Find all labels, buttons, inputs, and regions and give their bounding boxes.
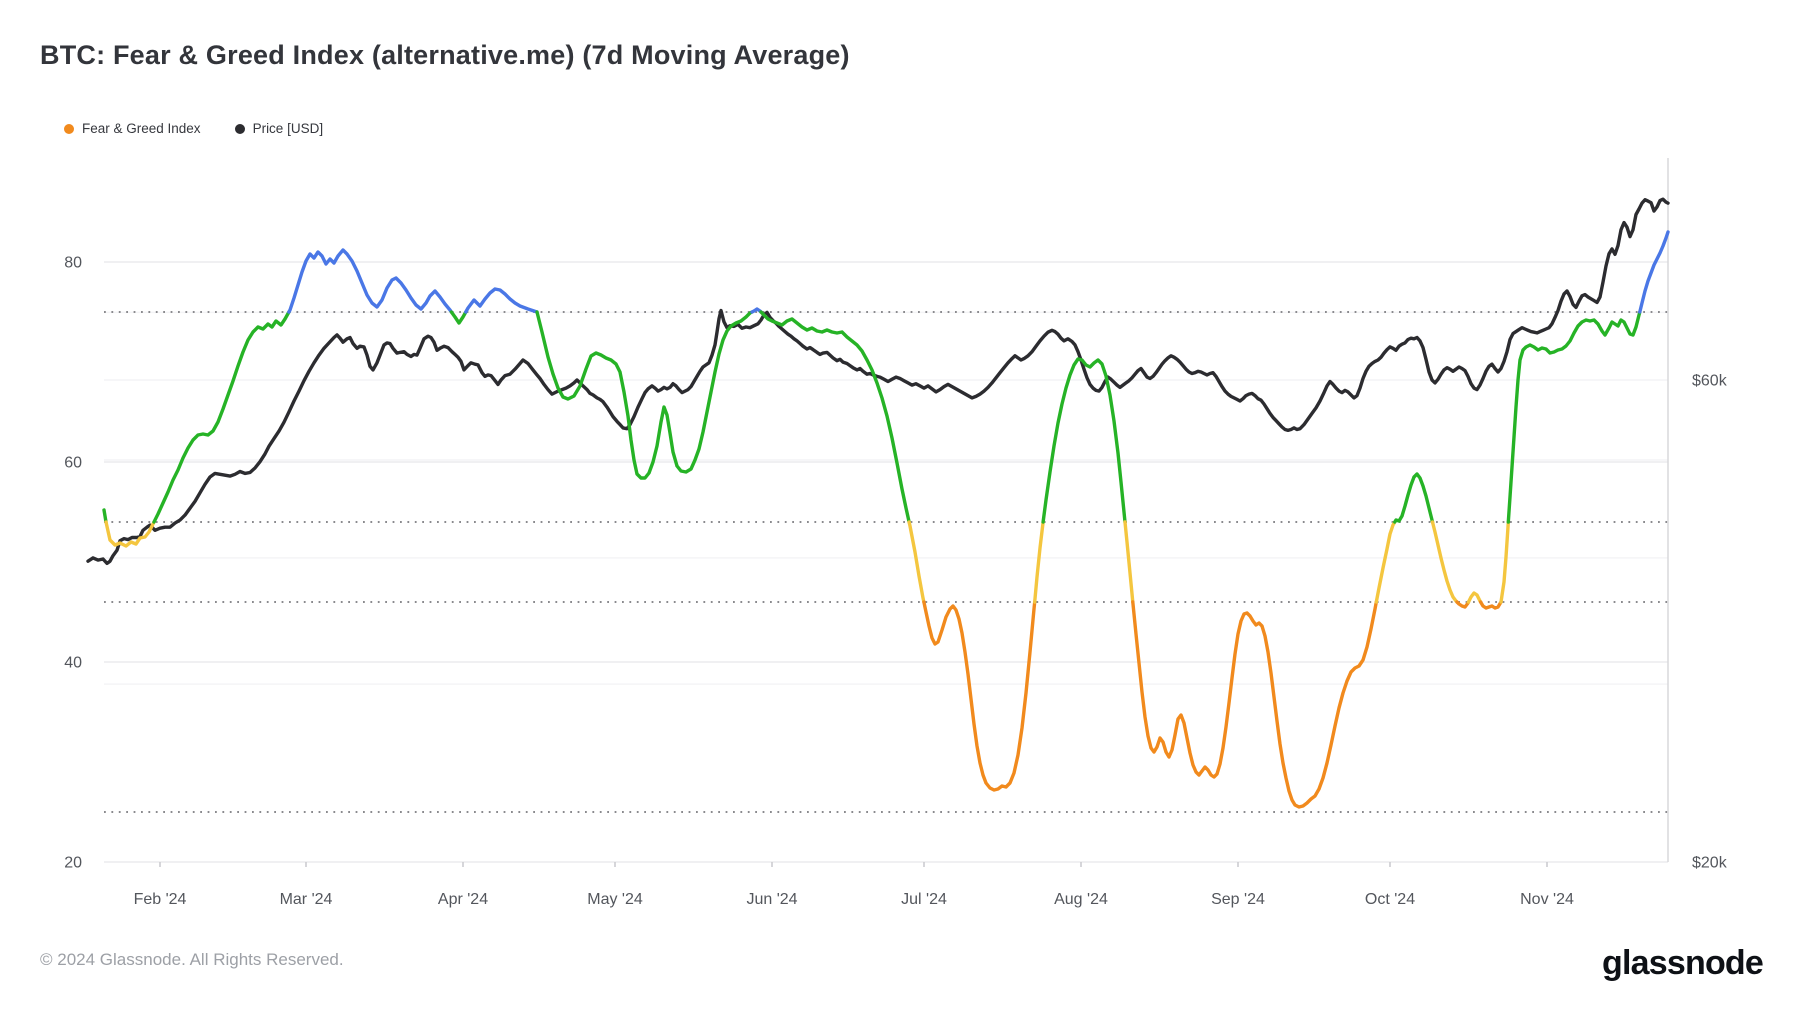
y-left-tick-label: 20 xyxy=(64,855,82,872)
fear-greed-line-segment xyxy=(1466,591,1483,604)
x-tick-label: Aug '24 xyxy=(1054,891,1108,908)
fear-greed-line-segment xyxy=(464,287,539,314)
fear-greed-line-segment xyxy=(1374,520,1397,604)
fear-greed-line-segment xyxy=(1393,472,1435,524)
y-left-tick-label: 80 xyxy=(64,255,82,272)
page-title: BTC: Fear & Greed Index (alternative.me)… xyxy=(40,40,850,70)
x-tick-label: Mar '24 xyxy=(280,891,333,908)
legend-dot-fear-greed-icon xyxy=(64,123,74,134)
legend-item-fear-greed[interactable]: Fear & Greed Index xyxy=(64,121,201,136)
y-left-tick-label: 40 xyxy=(64,655,82,672)
x-tick-label: Nov '24 xyxy=(1520,891,1574,908)
fear-greed-line-segment xyxy=(759,310,911,524)
fear-greed-line-segment xyxy=(922,600,1037,792)
fear-greed-line-segment xyxy=(102,508,108,524)
legend-item-price[interactable]: Price [USD] xyxy=(234,121,324,136)
fear-greed-line-segment xyxy=(1430,520,1459,604)
y-left-tick-label: 60 xyxy=(64,455,82,472)
fear-greed-line-segment xyxy=(1041,357,1127,524)
fear-greed-line-segment xyxy=(1123,520,1135,604)
fear-greed-line-segment xyxy=(1455,600,1471,609)
legend-label-price: Price [USD] xyxy=(252,121,324,136)
fear-greed-line-segment xyxy=(535,310,754,480)
x-tick-label: Apr '24 xyxy=(438,891,488,908)
x-tick-label: May '24 xyxy=(587,891,643,908)
fear-greed-line-segment xyxy=(287,248,454,314)
x-tick-label: Jul '24 xyxy=(901,891,947,908)
fear-greed-line-segment xyxy=(907,520,926,604)
fear-greed-line-segment xyxy=(152,310,291,524)
y-right-tick-label: $20k xyxy=(1692,855,1728,872)
fear-greed-line-segment xyxy=(1499,520,1510,604)
fear-greed-line-segment xyxy=(104,520,156,548)
fear-greed-line-segment xyxy=(1033,520,1045,604)
fear-greed-line-segment xyxy=(1638,230,1670,314)
fear-greed-line-segment xyxy=(1478,600,1503,610)
fear-greed-line-segment xyxy=(1506,310,1642,524)
legend-label-fear-greed: Fear & Greed Index xyxy=(82,121,201,136)
footer-copyright: © 2024 Glassnode. All Rights Reserved. xyxy=(40,950,344,969)
legend-dot-price-icon xyxy=(234,123,245,134)
x-tick-label: Feb '24 xyxy=(134,891,187,908)
fear-greed-line-segment xyxy=(1131,600,1378,809)
glassnode-logo: glassnode xyxy=(1602,944,1764,982)
y-right-tick-label: $60k xyxy=(1692,373,1728,390)
x-tick-label: Sep '24 xyxy=(1211,891,1265,908)
chart-legend: Fear & Greed Index Price [USD] xyxy=(64,121,323,136)
x-tick-label: Jun '24 xyxy=(746,891,797,908)
fear-greed-line-segment xyxy=(449,310,468,325)
x-tick-label: Oct '24 xyxy=(1365,891,1415,908)
price-line xyxy=(86,197,1670,566)
